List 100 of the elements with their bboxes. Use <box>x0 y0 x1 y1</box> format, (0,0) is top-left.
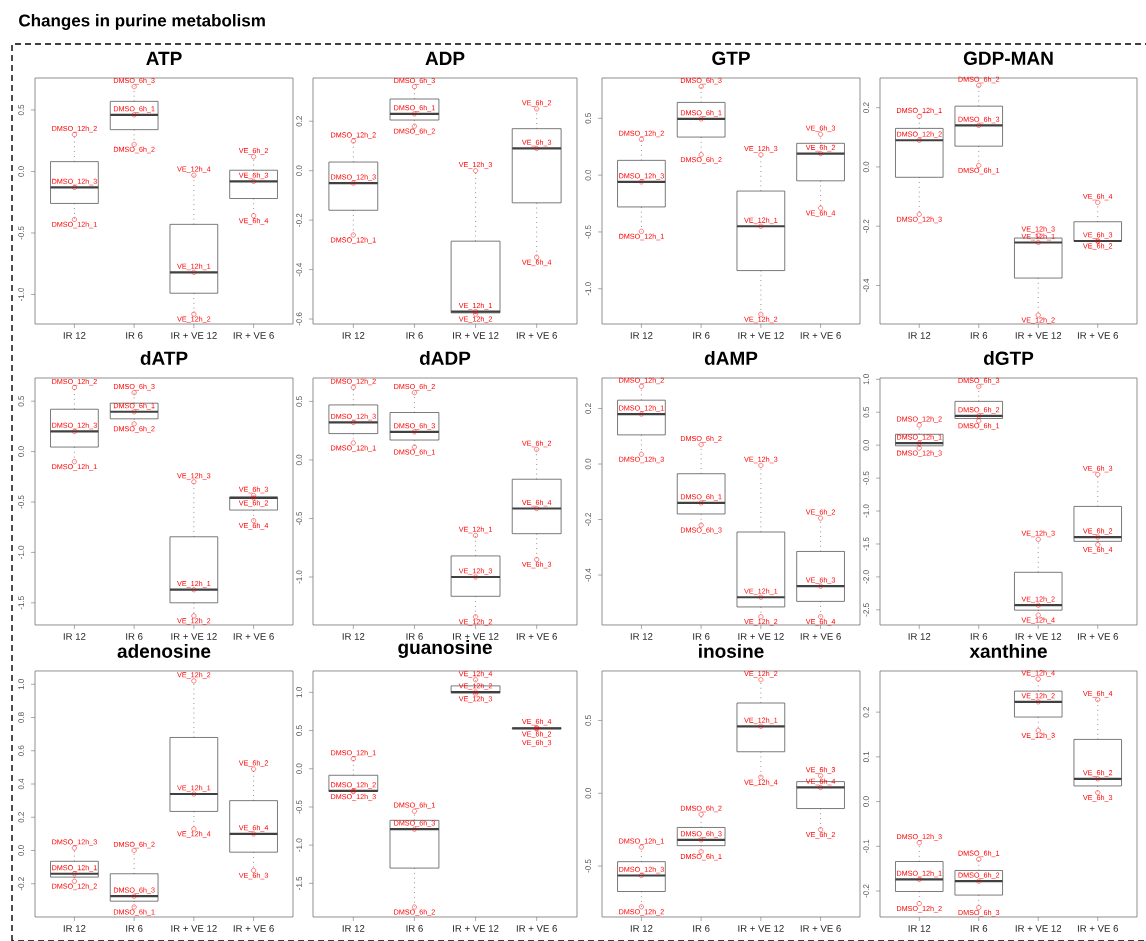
chart-title: dGTP <box>983 350 1034 365</box>
y-tick-label: -0.2 <box>863 884 869 898</box>
x-tick-label: IR 12 <box>908 925 931 932</box>
chart-title: dADP <box>419 350 471 365</box>
x-tick-label: IR + VE 12 <box>171 925 217 932</box>
x-tick-label: IR 6 <box>693 332 710 339</box>
y-tick-label: 0.1 <box>863 751 869 763</box>
y-tick-label: -0.4 <box>585 568 591 582</box>
y-tick-label: 0.0 <box>863 796 869 807</box>
y-tick-label: -0.5 <box>585 225 591 239</box>
y-tick-label: -1.0 <box>18 545 24 559</box>
chart-title: xanthine <box>969 643 1047 658</box>
y-tick-label: -0.4 <box>296 262 302 277</box>
x-tick-label: IR 12 <box>630 925 653 932</box>
y-tick-label: 0.2 <box>296 116 302 127</box>
chart-title: adenosine <box>117 643 211 658</box>
y-tick-label: -0.5 <box>863 471 869 485</box>
y-tick-label: -0.2 <box>585 513 591 527</box>
x-tick-label: IR 6 <box>693 925 710 932</box>
y-tick-label: 0.5 <box>296 396 302 407</box>
x-tick-label: IR + VE 6 <box>516 332 557 339</box>
y-tick-label: 0.0 <box>863 439 869 451</box>
x-tick-label: IR + VE 6 <box>233 633 274 640</box>
y-tick-label: 1.0 <box>296 687 302 698</box>
x-tick-label: IR 6 <box>406 633 423 640</box>
x-tick-label: IR 6 <box>406 925 423 932</box>
y-tick-label: 1.0 <box>863 374 869 385</box>
y-tick-label: 0.5 <box>585 715 591 726</box>
x-tick-label: IR + VE 12 <box>1015 633 1062 640</box>
chart-title: guanosine <box>398 640 492 658</box>
x-tick-label: IR + VE 6 <box>233 332 274 339</box>
x-tick-label: IR 12 <box>630 633 653 640</box>
x-tick-label: IR 12 <box>342 633 365 640</box>
x-tick-label: IR 12 <box>908 633 931 640</box>
x-tick-label: IR 12 <box>63 332 86 339</box>
x-tick-label: IR + VE 12 <box>171 633 217 640</box>
x-tick-label: IR + VE 12 <box>453 925 499 932</box>
y-tick-label: 0.4 <box>18 778 24 790</box>
x-tick-label: IR + VE 6 <box>233 925 274 932</box>
x-tick-label: IR + VE 12 <box>738 925 784 932</box>
x-tick-label: IR 6 <box>693 633 710 640</box>
y-tick-label: 0.5 <box>18 395 24 407</box>
y-tick-label: 0.2 <box>585 403 591 414</box>
x-tick-label: IR + VE 6 <box>516 633 557 640</box>
y-tick-label: -1.0 <box>18 287 24 302</box>
y-tick-label: 0.0 <box>585 788 591 799</box>
x-tick-label: IR 12 <box>63 633 86 640</box>
x-tick-label: IR 6 <box>970 633 988 640</box>
y-tick-label: -0.2 <box>18 877 24 891</box>
y-tick-label: 0.8 <box>18 712 24 723</box>
x-tick-label: IR + VE 12 <box>738 633 784 640</box>
x-tick-label: IR 12 <box>342 332 365 339</box>
x-tick-label: IR + VE 12 <box>1015 332 1062 339</box>
y-tick-label: 1.0 <box>18 679 24 690</box>
y-tick-label: 0.2 <box>863 706 869 718</box>
y-tick-label: -0.4 <box>863 278 869 293</box>
y-tick-label: 0.5 <box>585 113 591 124</box>
x-tick-label: IR 12 <box>908 332 931 339</box>
y-tick-label: -0.5 <box>585 859 591 873</box>
x-tick-label: IR 6 <box>970 332 988 339</box>
y-tick-label: 0.0 <box>296 454 302 466</box>
x-tick-label: IR 12 <box>630 332 653 339</box>
chart-title: ADP <box>425 51 465 65</box>
y-tick-label: 0.2 <box>18 812 24 823</box>
y-tick-label: -1.0 <box>296 570 302 584</box>
x-tick-label: IR 6 <box>126 925 143 932</box>
x-tick-label: IR + VE 6 <box>1077 925 1118 932</box>
x-tick-label: IR + VE 6 <box>800 332 841 339</box>
y-tick-label: 0.0 <box>585 169 591 181</box>
x-tick-label: IR 6 <box>970 925 988 932</box>
y-tick-label: -0.5 <box>296 511 302 526</box>
y-tick-label: -0.5 <box>296 800 302 814</box>
x-tick-label: IR 6 <box>126 332 143 339</box>
x-tick-label: IR 12 <box>342 925 365 932</box>
y-tick-label: 0.0 <box>296 165 302 176</box>
x-tick-label: IR + VE 12 <box>738 332 784 339</box>
y-tick-label: -0.6 <box>296 312 302 326</box>
y-tick-label: -0.2 <box>863 219 869 233</box>
chart-title: dAMP <box>704 350 758 365</box>
y-tick-label: -0.5 <box>18 495 24 509</box>
x-tick-label: IR + VE 6 <box>800 633 841 640</box>
y-tick-label: -2.5 <box>863 603 869 617</box>
y-tick-label: 0.0 <box>18 446 24 457</box>
x-tick-label: IR + VE 12 <box>453 633 499 640</box>
chart-title: GDP-MAN <box>963 51 1053 65</box>
y-tick-label: 0.6 <box>18 745 24 757</box>
x-tick-label: IR 12 <box>63 925 86 932</box>
x-tick-label: IR + VE 6 <box>1077 332 1118 339</box>
y-tick-label: 0.0 <box>863 161 869 173</box>
y-tick-label: -0.5 <box>18 226 24 240</box>
x-tick-label: IR + VE 12 <box>171 332 217 339</box>
y-tick-label: -0.1 <box>863 839 869 853</box>
y-tick-label: 0.0 <box>18 845 24 856</box>
y-tick-label: -1.5 <box>18 596 24 610</box>
x-tick-label: IR + VE 12 <box>453 332 499 339</box>
x-tick-label: IR + VE 6 <box>1077 633 1118 640</box>
x-tick-label: IR 6 <box>406 332 423 339</box>
y-tick-label: 0.5 <box>863 407 869 418</box>
text: Changes in purine metabolism <box>19 14 265 30</box>
chart-title: dATP <box>140 350 188 365</box>
